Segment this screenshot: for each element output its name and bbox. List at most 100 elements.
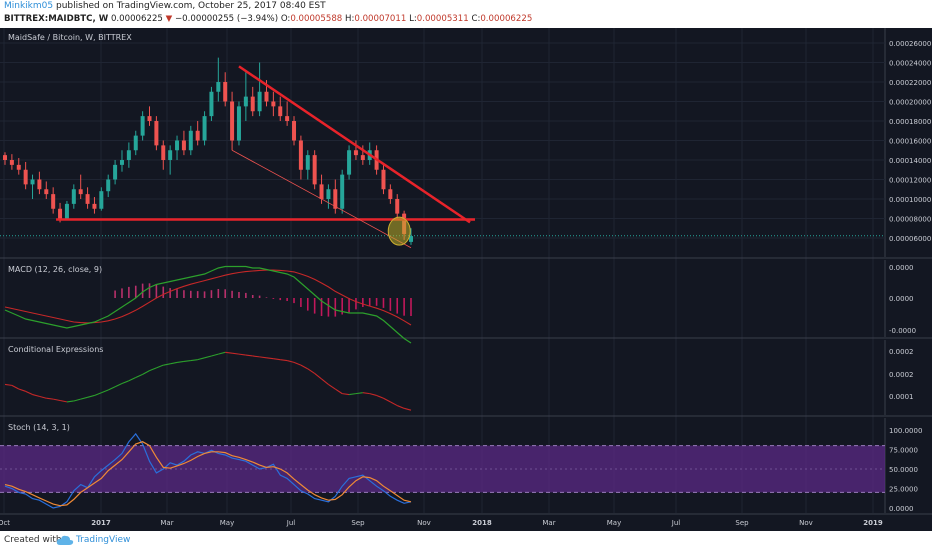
grid-lines xyxy=(0,28,932,515)
cond-tick-label: 0.0002 xyxy=(889,348,914,356)
cond-line-segment xyxy=(245,354,253,357)
candle-body xyxy=(175,140,180,151)
candle-body xyxy=(305,155,310,170)
time-tick-label: Mar xyxy=(542,519,555,527)
candle-body xyxy=(140,116,145,136)
time-tick-label: May xyxy=(607,519,621,527)
tradingview-brand[interactable]: TradingView xyxy=(76,535,131,545)
candle-body xyxy=(37,179,42,190)
time-tick-label: Sep xyxy=(735,519,749,527)
candle-body xyxy=(154,121,159,146)
candle-body xyxy=(30,179,35,185)
stoch-d-line xyxy=(4,441,412,507)
cond-line-segment xyxy=(156,364,164,369)
price-change: −0.00000255 (−3.94%) xyxy=(174,14,279,24)
candle-body xyxy=(23,169,28,185)
price-pane: 0.00026000 0.00024000 0.00022000 0.00020000… xyxy=(0,40,931,249)
cond-line-segment xyxy=(232,352,240,355)
cond-line-segment xyxy=(307,368,315,374)
candle-body xyxy=(64,203,69,219)
candle-body xyxy=(195,130,200,141)
macd-signal-line xyxy=(4,269,412,326)
high-value: 0.00007011 xyxy=(354,14,407,24)
cond-line-segment xyxy=(25,390,33,396)
conditional-pane: 0.0002 0.0002 0.0001 xyxy=(4,348,914,411)
cond-tick-label: 0.0002 xyxy=(889,371,914,379)
candle-body xyxy=(388,189,393,199)
cond-line-segment xyxy=(383,397,391,403)
cond-line-segment xyxy=(225,351,233,354)
candle-body xyxy=(51,194,56,209)
candle-body xyxy=(161,145,166,160)
candle-body xyxy=(188,130,193,151)
candle-body xyxy=(319,184,324,199)
candle-body xyxy=(78,189,83,195)
candle-body xyxy=(113,164,118,180)
time-tick-label: 2019 xyxy=(863,519,883,527)
candle-body xyxy=(92,203,97,209)
candle-body xyxy=(168,150,173,160)
macd-tick-label: -0.0000 xyxy=(889,327,916,335)
stoch-tick-label: 75.0000 xyxy=(889,447,918,455)
cond-line-segment xyxy=(348,393,357,396)
cond-line-segment xyxy=(390,401,398,407)
footer-bar: Created with TradingView xyxy=(0,531,932,550)
cond-line-segment xyxy=(190,359,198,362)
cond-line-segment xyxy=(101,389,109,394)
candle-body xyxy=(209,91,214,117)
chart-svg[interactable]: 0.00026000 0.00024000 0.00022000 0.00020000… xyxy=(0,28,932,531)
candle-body xyxy=(99,191,104,209)
candle-body xyxy=(360,155,365,160)
cond-line-segment xyxy=(32,394,40,397)
cond-line-segment xyxy=(149,367,157,372)
cond-line-segment xyxy=(73,398,81,402)
candle-body xyxy=(236,106,241,141)
candle-body xyxy=(230,101,235,141)
candle-body xyxy=(71,189,76,204)
time-axis: Oct 2017 Mar May Jul Sep Nov 2018 Mar May Jul Sep No… xyxy=(0,513,932,527)
candle-body xyxy=(250,96,255,112)
cond-line-segment xyxy=(128,377,136,382)
stoch-tick-label: 50.0000 xyxy=(889,466,918,474)
macd-pane: 0.0000 0.0000 -0.0000 xyxy=(4,264,916,344)
open-label: O: xyxy=(280,14,291,24)
candle-body xyxy=(264,91,269,102)
candle-body xyxy=(381,169,386,190)
price-tick-label: 0.00022000 xyxy=(889,79,931,87)
low-value: 0.00005311 xyxy=(416,14,469,24)
candle-body xyxy=(85,194,90,204)
candle-body xyxy=(243,96,248,107)
cond-line-segment xyxy=(300,364,309,370)
descending-trendline xyxy=(238,65,471,224)
cond-line-segment xyxy=(11,384,20,390)
published-text: published on TradingView.com, October 25… xyxy=(56,1,326,11)
cond-line-segment xyxy=(170,361,178,365)
cond-line-segment xyxy=(211,353,219,357)
last-price: 0.00006225 xyxy=(110,14,163,24)
candle-body xyxy=(126,150,131,160)
time-tick-label: 2018 xyxy=(472,519,492,527)
cond-line-segment xyxy=(286,360,295,363)
price-tick-label: 0.00008000 xyxy=(889,216,931,224)
chart-area[interactable]: 0.00026000 0.00024000 0.00022000 0.00020000… xyxy=(0,28,932,531)
stoch-band xyxy=(0,445,885,493)
low-label: L: xyxy=(409,14,417,24)
price-tick-label: 0.00024000 xyxy=(889,60,931,68)
cond-line-segment xyxy=(204,355,212,359)
author-link[interactable]: Minkikm05 xyxy=(4,1,54,11)
cond-line-segment xyxy=(355,392,363,395)
cond-line-segment xyxy=(46,397,54,400)
cond-line-segment xyxy=(121,380,130,385)
time-tick-label: Sep xyxy=(351,519,365,527)
cond-line-segment xyxy=(403,407,412,411)
macd-tick-label: 0.0000 xyxy=(889,295,914,303)
candle-body xyxy=(326,189,331,199)
open-value: 0.00005588 xyxy=(290,14,343,24)
cond-line-segment xyxy=(135,373,143,379)
symbol-line: BITTREX:MAIDBTC, W 0.00006225 ▼ −0.00000… xyxy=(4,13,532,26)
stoch-tick-label: 25.0000 xyxy=(889,486,918,494)
candle-body xyxy=(257,91,262,112)
candle-body xyxy=(347,150,352,175)
cond-line-segment xyxy=(59,399,68,403)
time-tick-label: 2017 xyxy=(91,519,111,527)
